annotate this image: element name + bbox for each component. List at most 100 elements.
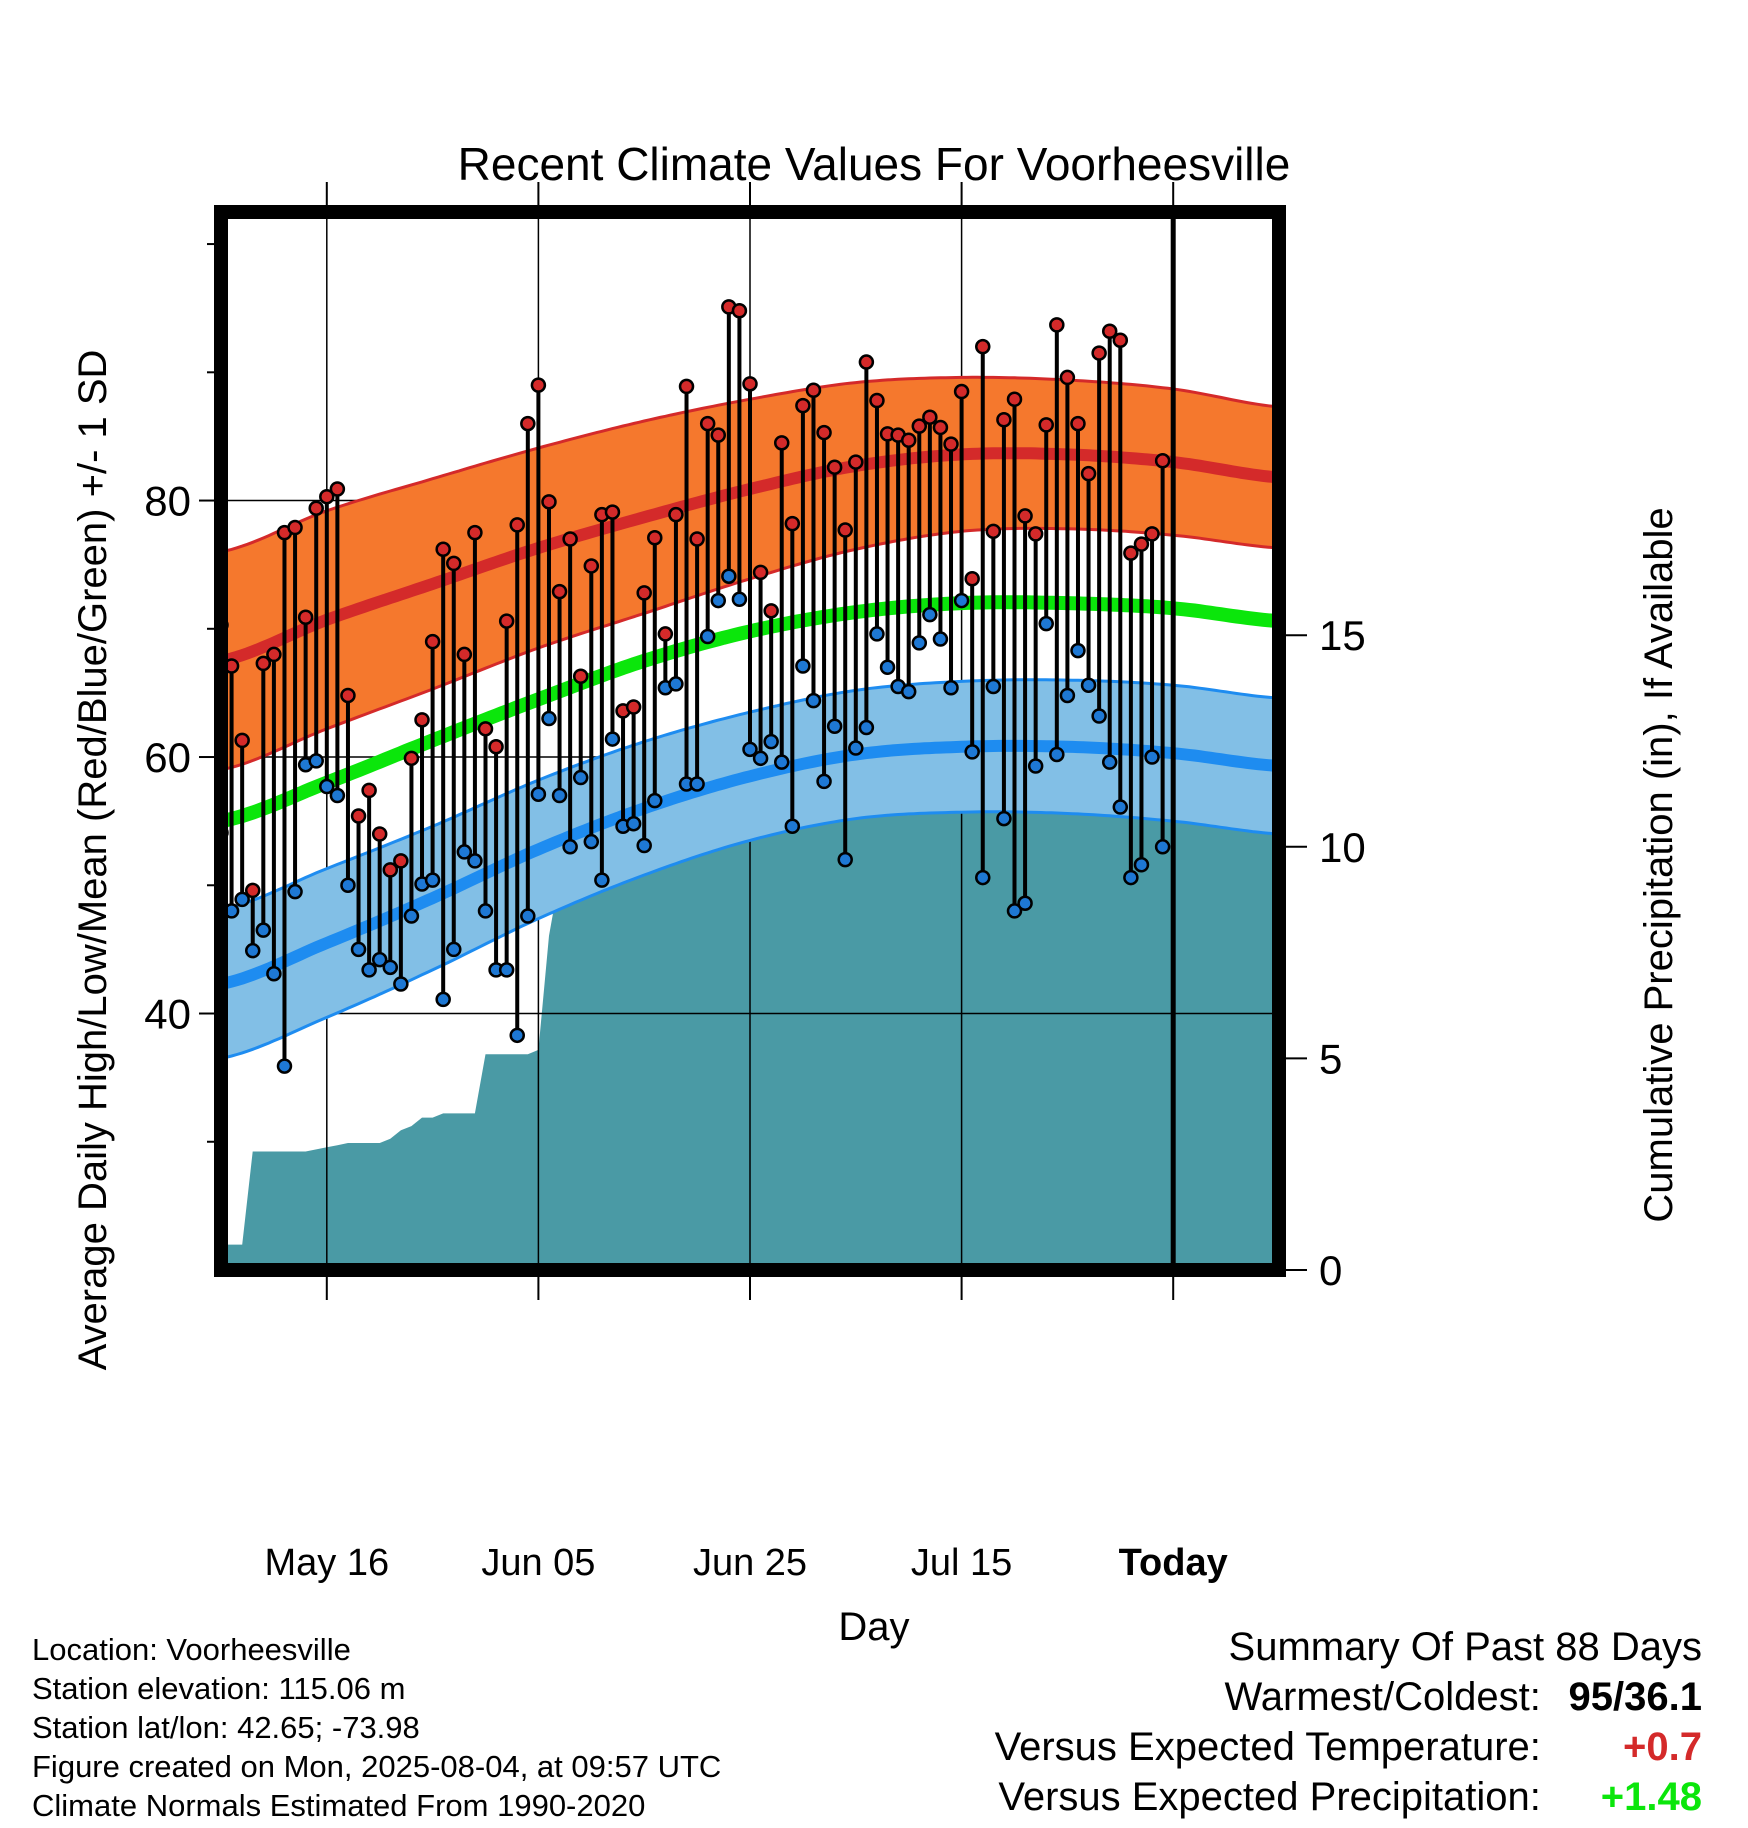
high-point (1006, 391, 1023, 407)
high-point (816, 424, 832, 441)
low-point (562, 839, 578, 855)
low-point (900, 683, 917, 700)
high-point (244, 882, 261, 899)
low-point (975, 869, 991, 886)
low-point (848, 740, 864, 756)
y-tick-label-right: 10 (1319, 824, 1366, 871)
station-elevation: Station elevation: 115.06 m (32, 1671, 406, 1706)
high-point (1091, 345, 1107, 361)
summary-temperature: Versus Expected Temperature: +0.7 (942, 1722, 1702, 1772)
low-point (530, 786, 547, 802)
high-point (414, 712, 430, 728)
high-point (975, 338, 991, 355)
low-point (594, 872, 610, 888)
high-point (424, 633, 441, 650)
low-point (636, 837, 652, 854)
low-point (879, 659, 896, 676)
high-point (837, 522, 853, 538)
y-tick-label-right: 0 (1319, 1247, 1342, 1294)
high-point (371, 826, 388, 842)
high-point (922, 409, 938, 425)
low-point (520, 908, 536, 924)
low-point (731, 591, 748, 608)
temp-departure-label: Versus Expected Temperature: (994, 1725, 1541, 1769)
high-point (699, 415, 716, 432)
high-point (583, 558, 600, 574)
low-point (287, 883, 303, 900)
low-point (509, 1027, 525, 1044)
low-point (953, 592, 970, 609)
high-point (795, 397, 811, 414)
low-point (1080, 677, 1097, 693)
low-point (773, 754, 790, 770)
high-point (858, 354, 875, 370)
high-point (287, 519, 303, 536)
y-tick-label-left: 80 (144, 478, 191, 525)
precip-departure-label: Versus Expected Precipitation: (998, 1775, 1541, 1819)
low-point (985, 678, 1002, 695)
y-tick-label-right: 5 (1319, 1035, 1342, 1082)
low-point (467, 853, 483, 869)
low-point (689, 776, 705, 792)
low-point (255, 922, 272, 938)
high-point (572, 668, 589, 684)
x-tick-label: Today (1119, 1542, 1228, 1584)
low-point (826, 718, 843, 735)
high-point (710, 427, 727, 443)
low-point (625, 815, 642, 832)
low-point (922, 606, 938, 623)
y-tick-label-right: 15 (1319, 612, 1366, 659)
high-point (869, 392, 885, 409)
high-point (446, 555, 462, 572)
low-point (837, 851, 853, 868)
y-tick-label-left: 60 (144, 734, 191, 781)
high-point (477, 721, 494, 737)
low-point (572, 769, 589, 786)
station-info: Location: Voorheesville Station elevatio… (32, 1630, 721, 1825)
summary-warm-cold: Warmest/Coldest: 95/36.1 (942, 1672, 1703, 1722)
high-point (382, 862, 399, 878)
low-point (350, 941, 367, 958)
chart-title: Recent Climate Values For Voorheesville (458, 138, 1291, 190)
low-point (721, 568, 737, 584)
high-point (964, 571, 980, 587)
high-point (435, 541, 451, 558)
low-point (477, 903, 494, 919)
normal-low-line (221, 739, 1279, 990)
high-point (784, 515, 801, 532)
x-tick-label: Jun 05 (481, 1542, 595, 1584)
climate-normals-period: Climate Normals Estimated From 1990-2020 (32, 1788, 646, 1823)
high-point (689, 531, 705, 547)
high-point (551, 583, 568, 600)
low-point (234, 891, 250, 908)
low-point (710, 592, 727, 609)
low-point (742, 741, 758, 758)
high-point (1133, 536, 1150, 552)
high-point (340, 687, 356, 704)
y-axis-label-right: Cumulative Precipitation (in), If Availa… (1637, 507, 1681, 1222)
high-point (625, 699, 642, 715)
high-point (647, 529, 663, 546)
low-point (276, 1058, 293, 1074)
low-point (1112, 799, 1129, 815)
low-point (361, 962, 377, 978)
high-point (604, 504, 621, 520)
low-point (816, 773, 832, 790)
high-point (297, 609, 314, 625)
today-label-line2: Days (1179, 1419, 1265, 1460)
high-point (266, 646, 282, 663)
high-point (1070, 415, 1086, 432)
high-point (403, 750, 420, 767)
low-point (308, 753, 324, 769)
high-point (1049, 317, 1065, 333)
warm-cold-value: 95/36.1 (1568, 1675, 1702, 1719)
low-point (393, 976, 409, 992)
low-point (932, 631, 949, 647)
low-point (435, 991, 451, 1008)
low-point (456, 844, 473, 860)
high-point (636, 585, 652, 601)
high-point (763, 603, 779, 619)
plot-frame (214, 205, 1286, 1277)
